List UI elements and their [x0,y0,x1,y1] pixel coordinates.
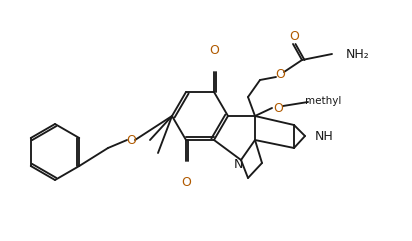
Text: NH: NH [315,129,334,142]
Text: O: O [126,134,136,147]
Text: N: N [233,158,243,170]
Text: O: O [275,68,285,81]
Text: O: O [273,101,283,114]
Text: NH₂: NH₂ [346,47,370,60]
Text: methyl: methyl [305,96,341,106]
Text: O: O [289,29,299,42]
Text: O: O [181,175,191,188]
Text: O: O [209,45,219,58]
